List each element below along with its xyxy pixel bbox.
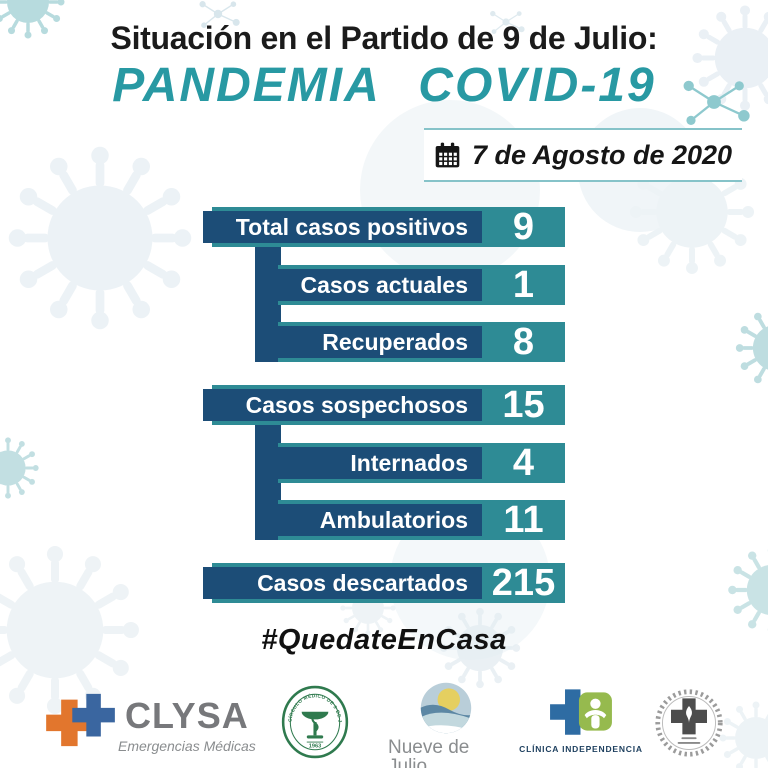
clinica-independencia-name: CLÍNICA INDEPENDENCIA bbox=[519, 744, 643, 754]
hashtag-quedate-en-casa: #QuedateEnCasa bbox=[261, 624, 507, 656]
page-title: Situación en el Partido de 9 de Julio: bbox=[110, 20, 658, 56]
stat-row-internados: Internados 4 bbox=[278, 441, 565, 484]
stat-label-bar: Casos actuales bbox=[278, 269, 482, 301]
circulo-medico-seal-icon: CÍRCULO MÉDICO DE 9 DE JULIO 1963 bbox=[279, 685, 349, 759]
logo-clinica-independencia: CLÍNICA INDEPENDENCIA bbox=[519, 683, 642, 754]
clysa-crosses-icon bbox=[46, 693, 115, 747]
stat-row-recuperados: Recuperados 8 bbox=[278, 320, 565, 363]
clysa-wordmark: CLYSA bbox=[125, 695, 249, 736]
stat-row-casos-sospechosos: Casos sospechosos 15 bbox=[203, 383, 565, 426]
date-banner: 7 de Agosto de 2020 bbox=[424, 128, 742, 182]
stat-label-bar: Ambulatorios bbox=[278, 504, 482, 536]
report-date: 7 de Agosto de 2020 bbox=[471, 139, 733, 170]
stat-label: Casos actuales bbox=[300, 271, 468, 298]
municipalidad-emblem-icon bbox=[420, 682, 471, 734]
hospital-seal-icon bbox=[655, 689, 723, 757]
stat-label-bar: Internados bbox=[278, 447, 482, 479]
stat-row-casos-actuales: Casos actuales 1 bbox=[278, 263, 565, 306]
stat-value: 215 bbox=[491, 561, 556, 604]
page-subtitle-pandemia-covid19: PANDEMIA COVID-19 bbox=[112, 59, 656, 112]
logo-circulo-medico: CÍRCULO MÉDICO DE 9 DE JULIO 1963 bbox=[279, 685, 351, 759]
stat-row-ambulatorios: Ambulatorios 11 bbox=[278, 498, 565, 541]
stat-value: 8 bbox=[512, 320, 535, 363]
stat-value: 11 bbox=[503, 498, 544, 541]
stat-label: Total casos positivos bbox=[235, 213, 468, 240]
clysa-tagline: Emergencias Médicas bbox=[118, 738, 256, 754]
stat-value: 9 bbox=[512, 205, 535, 248]
group2-connector bbox=[255, 413, 281, 540]
stat-label: Casos sospechosos bbox=[245, 391, 468, 418]
stat-label-bar: Casos sospechosos bbox=[203, 389, 482, 421]
stat-label: Ambulatorios bbox=[319, 506, 468, 533]
logo-hospital-seal bbox=[650, 687, 728, 759]
stat-label-bar: Recuperados bbox=[278, 326, 482, 358]
circulo-medico-year: 1963 bbox=[309, 744, 322, 750]
clinica-independencia-icon bbox=[550, 689, 612, 735]
stat-value: 15 bbox=[502, 383, 545, 426]
stat-label: Internados bbox=[350, 449, 468, 476]
stat-row-total-casos-positivos: Total casos positivos 9 bbox=[203, 205, 565, 248]
municipalidad-name: Nueve de Julio bbox=[388, 737, 470, 768]
group1-connector bbox=[255, 235, 281, 362]
stat-label-bar: Casos descartados bbox=[203, 567, 482, 599]
calendar-icon bbox=[435, 142, 460, 167]
stat-row-casos-descartados: Casos descartados 215 bbox=[203, 561, 565, 604]
logo-municipalidad-nueve-de-julio: Nueve de Julio MUNICIPALIDAD bbox=[388, 680, 503, 768]
stat-label-bar: Total casos positivos bbox=[203, 211, 482, 243]
stat-value: 4 bbox=[512, 441, 535, 484]
logo-clysa: CLYSA Emergencias Médicas bbox=[46, 690, 256, 754]
stat-value: 1 bbox=[512, 263, 535, 306]
stat-label: Recuperados bbox=[322, 328, 468, 355]
stat-label: Casos descartados bbox=[257, 569, 468, 596]
